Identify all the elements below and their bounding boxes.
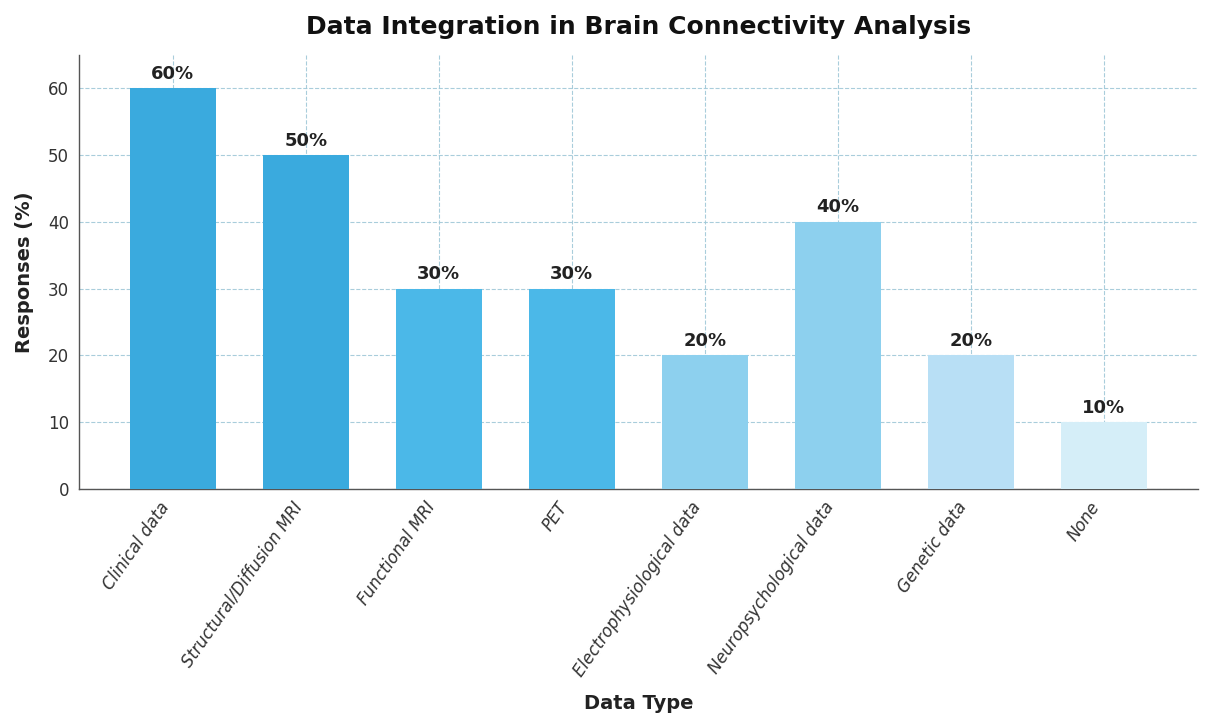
- Bar: [130, 88, 216, 489]
- Bar: [395, 288, 482, 489]
- Text: 30%: 30%: [417, 265, 461, 283]
- Bar: [529, 288, 615, 489]
- Bar: [661, 355, 748, 489]
- Y-axis label: Responses (%): Responses (%): [15, 191, 34, 352]
- Text: 20%: 20%: [950, 332, 992, 350]
- Bar: [928, 355, 1014, 489]
- Text: 40%: 40%: [816, 199, 860, 216]
- Bar: [1060, 422, 1147, 489]
- Text: 60%: 60%: [152, 65, 194, 83]
- Text: 10%: 10%: [1082, 399, 1126, 417]
- Title: Data Integration in Brain Connectivity Analysis: Data Integration in Brain Connectivity A…: [306, 15, 970, 39]
- Bar: [263, 155, 349, 489]
- Bar: [795, 222, 881, 489]
- X-axis label: Data Type: Data Type: [583, 694, 693, 713]
- Text: 50%: 50%: [284, 132, 328, 150]
- Text: 20%: 20%: [683, 332, 727, 350]
- Text: 30%: 30%: [551, 265, 593, 283]
